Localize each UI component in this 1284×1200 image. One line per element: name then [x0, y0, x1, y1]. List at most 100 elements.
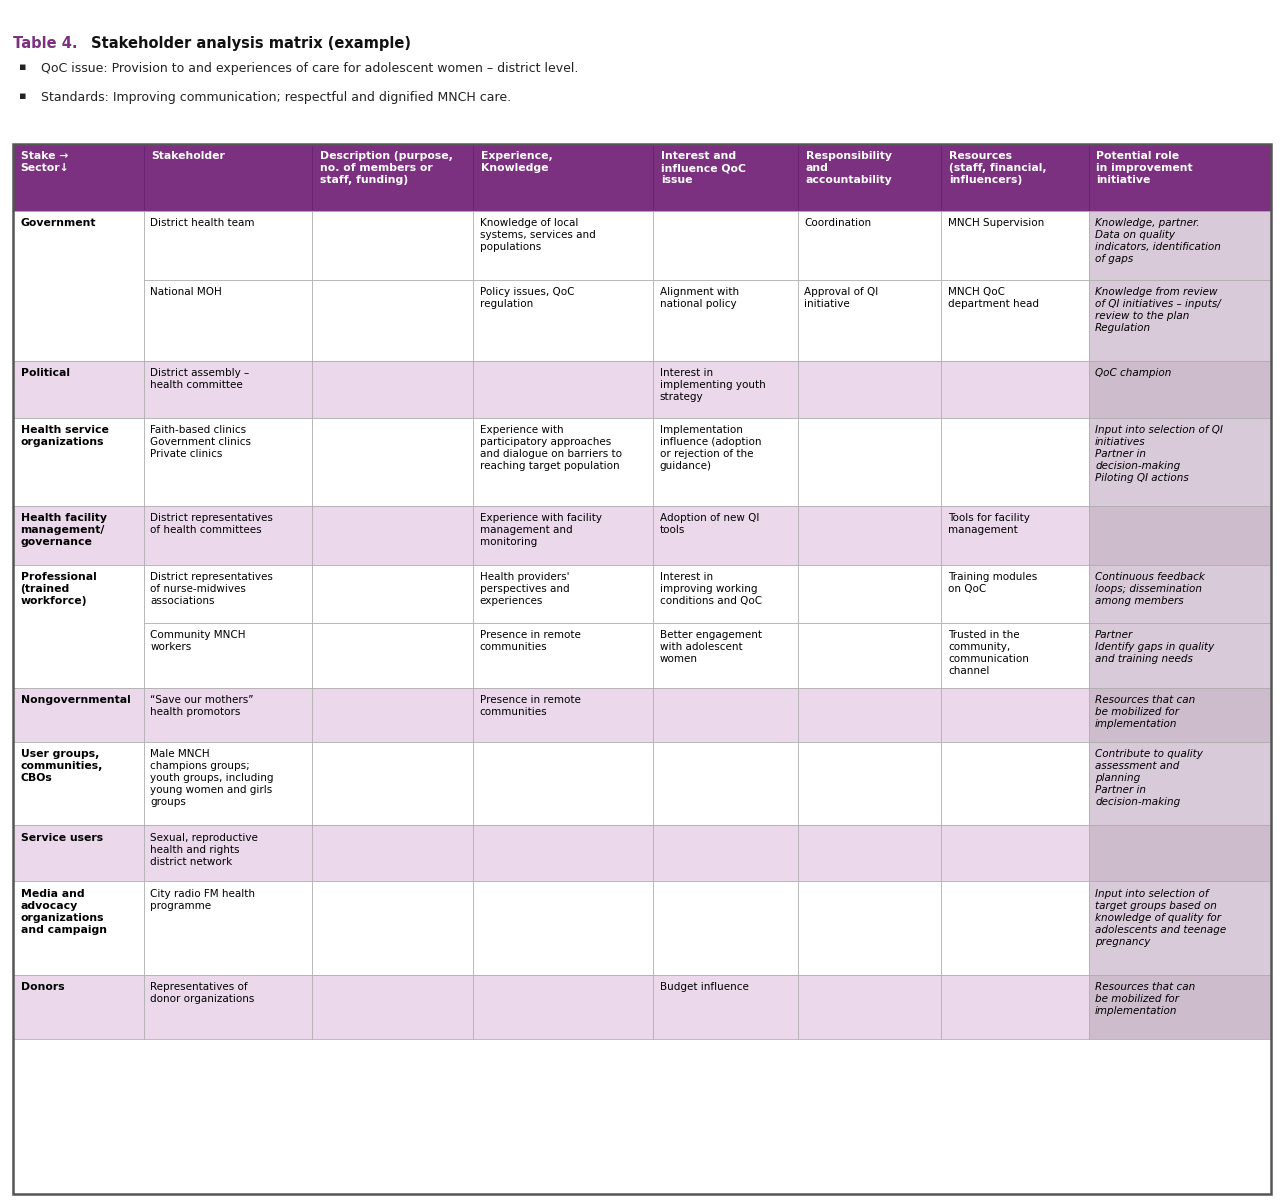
Bar	[474, 565, 654, 623]
Bar	[654, 882, 799, 974]
Text: Description (purpose,
no. of members or
staff, funding): Description (purpose, no. of members or …	[320, 151, 453, 185]
Text: Input into selection of
target groups based on
knowledge of quality for
adolesce: Input into selection of target groups ba…	[1095, 889, 1226, 947]
Text: District assembly –
health committee: District assembly – health committee	[150, 367, 249, 390]
Bar	[1089, 826, 1271, 882]
Bar	[941, 742, 1089, 826]
Bar	[799, 565, 941, 623]
Bar	[312, 826, 474, 882]
Bar	[144, 565, 312, 623]
Bar	[941, 211, 1089, 280]
Bar	[474, 623, 654, 688]
Bar	[474, 688, 654, 742]
Bar	[13, 742, 144, 826]
Bar	[799, 144, 941, 211]
Bar	[941, 506, 1089, 565]
Text: Contribute to quality
assessment and
planning
Partner in
decision-making: Contribute to quality assessment and pla…	[1095, 749, 1203, 808]
Text: Experience with
participatory approaches
and dialogue on barriers to
reaching ta: Experience with participatory approaches…	[480, 425, 621, 470]
Bar	[144, 742, 312, 826]
Text: Implementation
influence (adoption
or rejection of the
guidance): Implementation influence (adoption or re…	[660, 425, 761, 470]
Bar	[144, 974, 312, 1039]
Bar	[312, 144, 474, 211]
Bar	[312, 742, 474, 826]
Bar	[312, 360, 474, 418]
Bar	[312, 882, 474, 974]
Bar	[144, 418, 312, 506]
Text: District representatives
of nurse-midwives
associations: District representatives of nurse-midwiv…	[150, 572, 273, 606]
Bar	[312, 565, 474, 623]
Bar	[941, 360, 1089, 418]
Bar	[654, 211, 799, 280]
Text: National MOH: National MOH	[150, 287, 222, 298]
Bar	[312, 974, 474, 1039]
Bar	[941, 280, 1089, 360]
Text: ▪: ▪	[19, 62, 27, 72]
Text: District representatives
of health committees: District representatives of health commi…	[150, 514, 273, 535]
Bar	[144, 360, 312, 418]
Text: Media and
advocacy
organizations
and campaign: Media and advocacy organizations and cam…	[21, 889, 107, 935]
Text: ▪: ▪	[19, 91, 27, 101]
Bar	[13, 144, 1271, 1194]
Bar	[799, 360, 941, 418]
Bar	[13, 882, 144, 974]
Bar	[799, 742, 941, 826]
Bar	[144, 688, 312, 742]
Text: Approval of QI
initiative: Approval of QI initiative	[805, 287, 878, 310]
Text: Presence in remote
communities: Presence in remote communities	[480, 630, 580, 652]
Text: QoC champion: QoC champion	[1095, 367, 1171, 378]
Bar	[144, 882, 312, 974]
Text: Training modules
on QoC: Training modules on QoC	[948, 572, 1037, 594]
Text: Political: Political	[21, 367, 69, 378]
Text: Input into selection of QI
initiatives
Partner in
decision-making
Piloting QI ac: Input into selection of QI initiatives P…	[1095, 425, 1222, 482]
Bar	[474, 360, 654, 418]
Text: MNCH Supervision: MNCH Supervision	[948, 218, 1044, 228]
Text: Interest in
implementing youth
strategy: Interest in implementing youth strategy	[660, 367, 765, 402]
Bar	[474, 826, 654, 882]
Bar	[312, 211, 474, 280]
Text: Standards: Improving communication; respectful and dignified MNCH care.: Standards: Improving communication; resp…	[41, 91, 511, 104]
Text: Resources that can
be mobilized for
implementation: Resources that can be mobilized for impl…	[1095, 982, 1195, 1016]
Text: Health providers'
perspectives and
experiences: Health providers' perspectives and exper…	[480, 572, 569, 606]
Bar	[474, 418, 654, 506]
Text: Knowledge, partner.
Data on quality
indicators, identification
of gaps: Knowledge, partner. Data on quality indi…	[1095, 218, 1221, 264]
Bar	[654, 418, 799, 506]
Bar	[654, 360, 799, 418]
Text: Donors: Donors	[21, 982, 64, 992]
Text: Continuous feedback
loops; dissemination
among members: Continuous feedback loops; dissemination…	[1095, 572, 1204, 606]
Bar	[1089, 211, 1271, 280]
Bar	[1089, 974, 1271, 1039]
Text: Interest in
improving working
conditions and QoC: Interest in improving working conditions…	[660, 572, 761, 606]
Bar	[144, 211, 312, 280]
Text: MNCH QoC
department head: MNCH QoC department head	[948, 287, 1039, 310]
Bar	[1089, 418, 1271, 506]
Bar	[312, 418, 474, 506]
Bar	[13, 565, 144, 688]
Bar	[799, 280, 941, 360]
Bar	[941, 418, 1089, 506]
Bar	[13, 211, 144, 360]
Text: QoC issue: Provision to and experiences of care for adolescent women – district : QoC issue: Provision to and experiences …	[41, 62, 579, 76]
Text: City radio FM health
programme: City radio FM health programme	[150, 889, 256, 911]
Bar	[941, 688, 1089, 742]
Text: Knowledge of local
systems, services and
populations: Knowledge of local systems, services and…	[480, 218, 596, 252]
Text: Stake →
Sector↓: Stake → Sector↓	[21, 151, 69, 173]
Text: Experience,
Knowledge: Experience, Knowledge	[482, 151, 553, 173]
Text: Coordination: Coordination	[805, 218, 872, 228]
Bar	[312, 280, 474, 360]
Text: Government: Government	[21, 218, 96, 228]
Bar	[13, 418, 144, 506]
Text: Health facility
management/
governance: Health facility management/ governance	[21, 514, 107, 547]
Bar	[474, 882, 654, 974]
Bar	[13, 360, 144, 418]
Bar	[312, 688, 474, 742]
Bar	[654, 506, 799, 565]
Text: Resources that can
be mobilized for
implementation: Resources that can be mobilized for impl…	[1095, 695, 1195, 730]
Bar	[799, 418, 941, 506]
Text: Male MNCH
champions groups;
youth groups, including
young women and girls
groups: Male MNCH champions groups; youth groups…	[150, 749, 273, 808]
Bar	[1089, 360, 1271, 418]
Bar	[941, 623, 1089, 688]
Bar	[799, 506, 941, 565]
Bar	[941, 565, 1089, 623]
Text: Budget influence: Budget influence	[660, 982, 749, 992]
Text: Experience with facility
management and
monitoring: Experience with facility management and …	[480, 514, 602, 547]
Bar	[474, 506, 654, 565]
